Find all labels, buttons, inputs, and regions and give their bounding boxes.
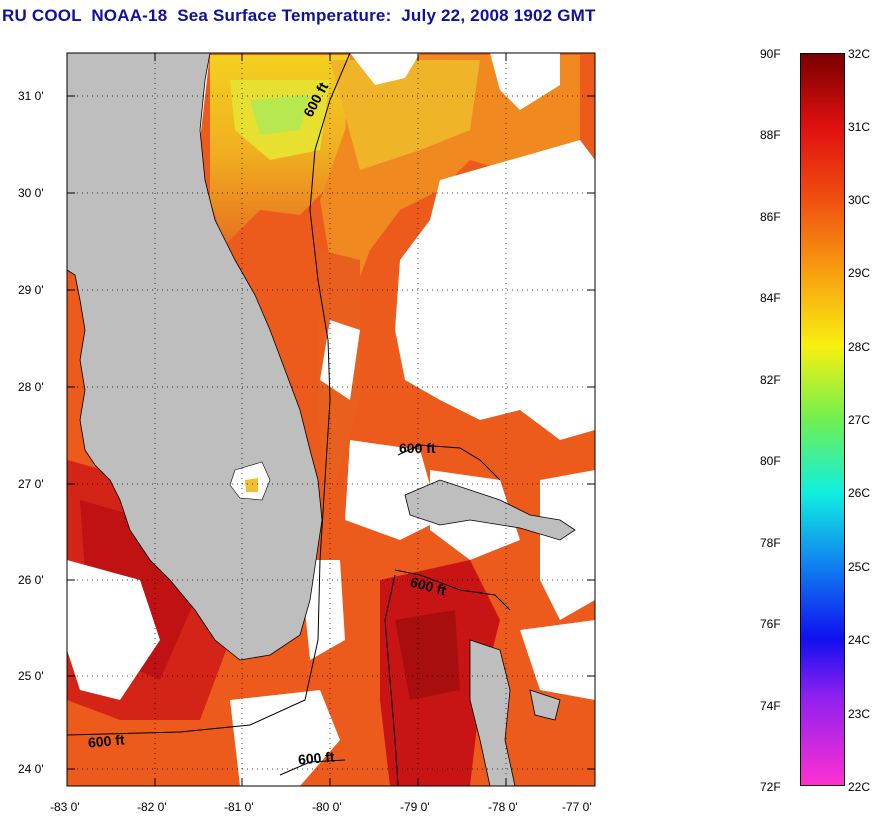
lon-label: -77 0' (562, 800, 592, 814)
lon-label: -78 0' (488, 800, 518, 814)
lon-label: -79 0' (400, 800, 430, 814)
colorbar-f-label: 76F (760, 617, 781, 631)
contour-label-grand-bahama: 600 ft (399, 440, 436, 456)
lat-label: 29 0' (18, 283, 44, 297)
lat-label: 24 0' (18, 762, 44, 776)
lat-label: 31 0' (18, 89, 44, 103)
lat-label: 25 0' (18, 669, 44, 683)
colorbar-f-label: 86F (760, 210, 781, 224)
colorbar-c-label: 30C (848, 193, 871, 207)
temperature-colorbar (800, 53, 845, 786)
colorbar-c-label: 31C (848, 120, 871, 134)
colorbar-c-label: 24C (848, 633, 871, 647)
lake-okeechobee (229, 461, 271, 501)
lon-label: -82 0' (137, 800, 167, 814)
colorbar-c-label: 32C (848, 47, 871, 61)
colorbar-f-label: 72F (760, 780, 781, 794)
map-title: RU COOL NOAA-18 Sea Surface Temperature:… (2, 6, 596, 25)
lat-label: 28 0' (18, 380, 44, 394)
colorbar-f-label: 90F (760, 47, 781, 61)
colorbar-c-label: 23C (848, 707, 871, 721)
contour-label-gulf: 600 ft (87, 731, 126, 751)
land-florida (66, 52, 323, 661)
contour-label-keys: 600 ft (297, 748, 336, 768)
lat-label: 27 0' (18, 477, 44, 491)
map-border (66, 52, 596, 787)
colorbar-f-label: 78F (760, 536, 781, 550)
colorbar-f-label: 88F (760, 128, 781, 142)
colorbar-c-label: 25C (848, 560, 871, 574)
land-bahamas (404, 479, 576, 787)
colorbar-c-label: 28C (848, 340, 871, 354)
lat-label: 26 0' (18, 573, 44, 587)
colorbar-f-label: 80F (760, 454, 781, 468)
colorbar-c-label: 27C (848, 413, 871, 427)
colorbar-c-label: 26C (848, 486, 871, 500)
colorbar-f-label: 82F (760, 373, 781, 387)
lon-label: -81 0' (224, 800, 254, 814)
colorbar-f-label: 84F (760, 291, 781, 305)
colorbar-c-label: 29C (848, 266, 871, 280)
lon-label: -83 0' (50, 800, 80, 814)
graticule (67, 53, 595, 786)
lon-label: -80 0' (312, 800, 342, 814)
colorbar-c-label: 22C (848, 780, 871, 794)
lat-label: 30 0' (18, 186, 44, 200)
colorbar-f-label: 74F (760, 699, 781, 713)
isobath-contours (66, 52, 511, 787)
